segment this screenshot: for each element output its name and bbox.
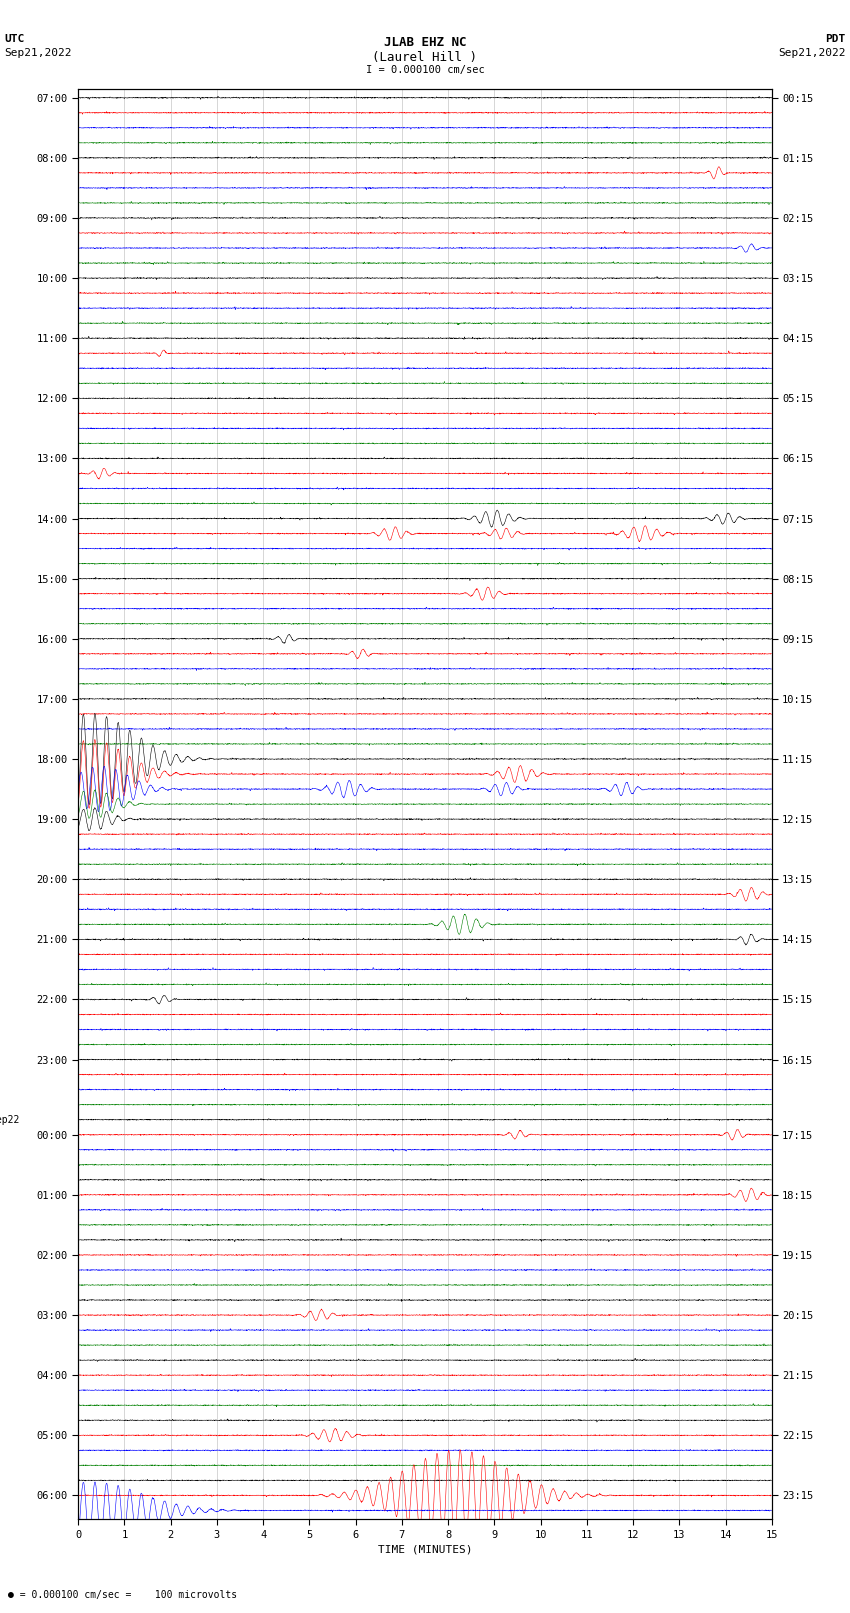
Text: I = 0.000100 cm/sec: I = 0.000100 cm/sec xyxy=(366,65,484,76)
Text: UTC: UTC xyxy=(4,34,25,44)
Text: PDT: PDT xyxy=(825,34,846,44)
Text: Sep21,2022: Sep21,2022 xyxy=(779,48,846,58)
Text: Sep21,2022: Sep21,2022 xyxy=(4,48,71,58)
Text: (Laurel Hill ): (Laurel Hill ) xyxy=(372,50,478,65)
Text: Sep22: Sep22 xyxy=(0,1115,20,1124)
X-axis label: TIME (MINUTES): TIME (MINUTES) xyxy=(377,1544,473,1553)
Text: ● = 0.000100 cm/sec =    100 microvolts: ● = 0.000100 cm/sec = 100 microvolts xyxy=(8,1590,238,1600)
Text: JLAB EHZ NC: JLAB EHZ NC xyxy=(383,37,467,50)
